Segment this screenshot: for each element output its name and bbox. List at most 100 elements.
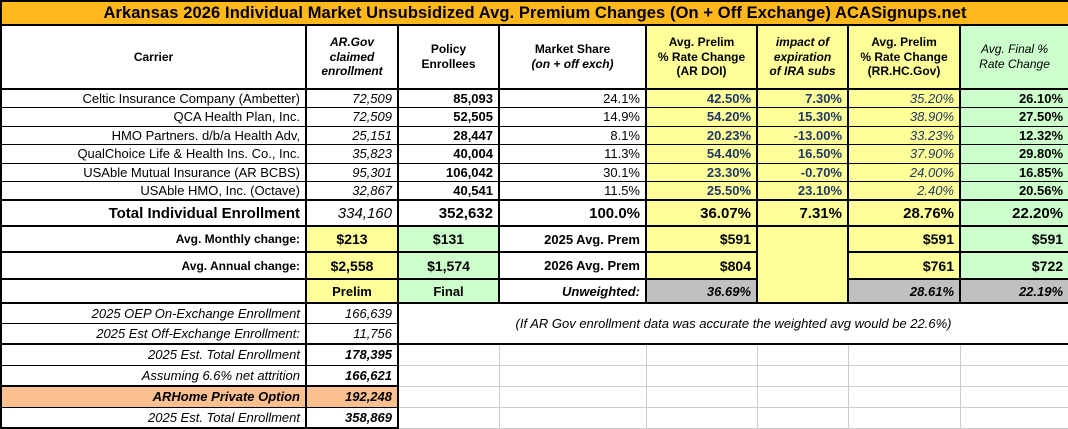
header-line: Avg. Final % — [980, 42, 1049, 57]
total-rr-hc-cell: 28.76% — [847, 199, 961, 227]
prem-2026-final-cell: $722 — [958, 251, 1068, 280]
header-line: of IRA subs — [769, 64, 836, 79]
carrier-name-cell: HMO Partners. d/b/a Health Adv, — [0, 125, 307, 145]
empty-cell — [756, 385, 849, 408]
total-label-cell: Total Individual Enrollment — [0, 199, 307, 227]
ira-impact-cell: 15.30% — [756, 107, 849, 127]
detail-label-cell: 2025 Est Off-Exchange Enrollment: — [0, 322, 307, 345]
empty-cell — [959, 343, 1068, 366]
prelim-rate-ar-doi-cell: 23.30% — [645, 162, 758, 182]
ira-impact-merged-cell — [756, 225, 849, 304]
total-ar-doi-cell: 36.07% — [645, 199, 758, 227]
empty-cell — [756, 364, 849, 387]
total-ira-impact-cell: 7.31% — [756, 199, 849, 227]
empty-cell — [847, 385, 961, 408]
header-line: Enrollees — [421, 57, 476, 71]
enrollment-detail-row: 2025 Est Off-Exchange Enrollment: 11,756 — [0, 322, 1068, 345]
detail-value-cell: 166,639 — [305, 302, 399, 324]
carrier-row: HMO Partners. d/b/a Health Adv, 25,151 2… — [0, 125, 1068, 145]
avg-annual-label-cell: Avg. Annual change: — [0, 251, 307, 280]
ar-gov-enrollment-cell: 25,151 — [305, 125, 399, 145]
prelim-rate-ar-doi-cell: 20.23% — [645, 125, 758, 145]
empty-cell — [397, 406, 500, 429]
header-line: impact of — [775, 35, 830, 50]
empty-cell — [397, 385, 500, 408]
header-line: enrollment — [321, 64, 383, 79]
final-rate-cell: 29.80% — [958, 144, 1068, 164]
prelim-rate-rr-hc-cell: 2.40% — [847, 181, 961, 201]
column-header-prelim-rate-rr-hc-gov: Avg. Prelim% Rate Change (RR.HC.Gov) — [847, 24, 961, 90]
market-share-cell: 11.3% — [498, 144, 647, 164]
total-final-cell: 22.20% — [958, 199, 1068, 227]
policy-enrollees-cell: 40,004 — [397, 144, 500, 164]
carrier-name-cell: QCA Health Plan, Inc. — [0, 107, 307, 127]
prem-2025-label-cell: 2025 Avg. Prem — [498, 225, 647, 253]
final-rate-cell: 20.56% — [958, 181, 1068, 201]
prem-2025-ar-doi-cell: $591 — [645, 225, 758, 253]
ar-gov-enrollment-cell: 32,867 — [305, 181, 399, 201]
header-line: Policy — [430, 42, 467, 57]
enrollment-detail-row: 2025 Est. Total Enrollment 178,395 — [0, 343, 1068, 366]
prelim-rate-ar-doi-cell: 54.20% — [645, 107, 758, 127]
column-header-final-rate: Avg. Final % Rate Change — [958, 24, 1068, 90]
prem-2025-rr-hc-cell: $591 — [847, 225, 961, 253]
ar-gov-enrollment-cell: 95,301 — [305, 162, 399, 182]
detail-label-cell: 2025 Est. Total Enrollment — [0, 406, 307, 429]
ira-impact-cell: -0.70% — [756, 162, 849, 182]
prem-2026-label-cell: 2026 Avg. Prem — [498, 251, 647, 280]
column-header-market-share: Market Share (on + off exch) — [498, 24, 647, 90]
title-row: Arkansas 2026 Individual Market Unsubsid… — [0, 0, 1068, 26]
detail-value-cell: 192,248 — [305, 385, 399, 408]
final-rate-cell: 16.85% — [958, 162, 1068, 182]
prelim-rate-ar-doi-cell: 42.50% — [645, 88, 758, 108]
empty-cell — [0, 278, 307, 304]
policy-enrollees-cell: 28,447 — [397, 125, 500, 145]
empty-cell — [756, 343, 849, 366]
empty-cell — [645, 343, 758, 366]
enrollment-detail-row: 2025 OEP On-Exchange Enrollment 166,639 … — [0, 302, 1068, 345]
market-share-cell: 8.1% — [498, 125, 647, 145]
prelim-rate-ar-doi-cell: 25.50% — [645, 181, 758, 201]
carrier-row: QualChoice Life & Health Ins. Co., Inc. … — [0, 144, 1068, 164]
total-ar-gov-cell: 334,160 — [305, 199, 399, 227]
market-share-cell: 14.9% — [498, 107, 647, 127]
empty-cell — [397, 343, 500, 366]
ira-impact-cell: 7.30% — [756, 88, 849, 108]
unweighted-label-cell: Unweighted: — [498, 278, 647, 304]
avg-monthly-prelim-cell: $213 — [305, 225, 399, 253]
carrier-name-cell: USAble HMO, Inc. (Octave) — [0, 181, 307, 201]
empty-cell — [847, 406, 961, 429]
empty-cell — [498, 406, 647, 429]
header-line: claimed — [329, 49, 375, 64]
carrier-row: USAble HMO, Inc. (Octave) 32,867 40,541 … — [0, 181, 1068, 201]
prem-2026-ar-doi-cell: $804 — [645, 251, 758, 280]
final-label-cell: Final — [397, 278, 500, 304]
market-share-cell: 11.5% — [498, 181, 647, 201]
prelim-label-cell: Prelim — [305, 278, 399, 304]
ar-gov-enrollment-cell: 35,823 — [305, 144, 399, 164]
header-line: (on + off exch) — [531, 57, 614, 71]
empty-cell — [498, 385, 647, 408]
avg-monthly-final-cell: $131 — [397, 225, 500, 253]
ira-impact-cell: -13.00% — [756, 125, 849, 145]
market-share-cell: 24.1% — [498, 88, 647, 108]
ar-gov-enrollment-cell: 72,509 — [305, 107, 399, 127]
detail-value-cell: 358,869 — [305, 406, 399, 429]
avg-annual-row: Avg. Annual change: $2,558 $1,574 2026 A… — [0, 251, 1068, 280]
empty-cell — [498, 343, 647, 366]
header-line: % Rate Change — [657, 49, 746, 64]
detail-value-cell: 166,621 — [305, 364, 399, 387]
column-header-ira-impact: impact of expiration of IRA subs — [756, 24, 849, 90]
detail-label-cell: Assuming 6.6% net attrition — [0, 364, 307, 387]
header-line: (RR.HC.Gov) — [867, 64, 941, 79]
carrier-name-cell: USAble Mutual Insurance (AR BCBS) — [0, 162, 307, 182]
policy-enrollees-cell: 106,042 — [397, 162, 500, 182]
ira-impact-cell: 23.10% — [756, 181, 849, 201]
prelim-rate-ar-doi-cell: 54.40% — [645, 144, 758, 164]
carrier-row: USAble Mutual Insurance (AR BCBS) 95,301… — [0, 162, 1068, 182]
header-line: AR.Gov — [329, 35, 374, 50]
weighted-avg-note: (If AR Gov enrollment data was accurate … — [396, 302, 1068, 345]
policy-enrollees-cell: 52,505 — [397, 107, 500, 127]
